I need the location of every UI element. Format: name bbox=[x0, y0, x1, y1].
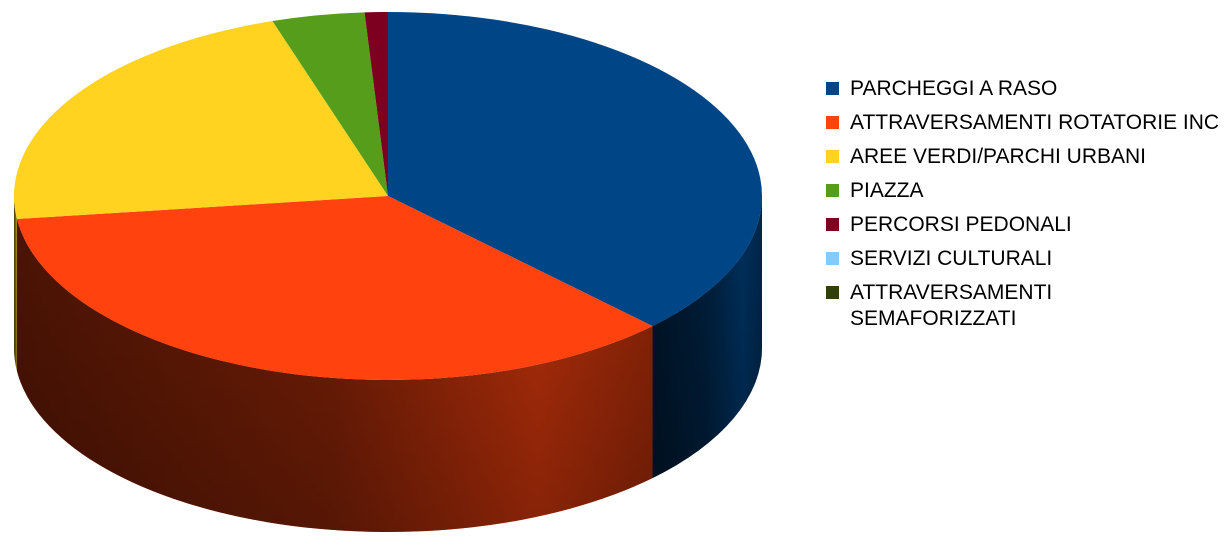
legend-swatch bbox=[826, 286, 839, 299]
pie-slice-attraversamenti-rotatorie-inc bbox=[16, 196, 653, 381]
pie-slice-parcheggi-a-raso bbox=[388, 12, 763, 327]
pie-side-attraversamenti-rotatorie-inc bbox=[16, 219, 653, 533]
legend-label: AREE VERDI/PARCHI URBANI bbox=[850, 145, 1146, 168]
pie-chart bbox=[14, 11, 763, 533]
legend-item: PERCORSI PEDONALI bbox=[826, 212, 1222, 238]
pie-slice-piazza bbox=[272, 12, 388, 196]
legend-label: SERVIZI CULTURALI bbox=[850, 247, 1053, 270]
legend-label: PIAZZA bbox=[850, 179, 924, 202]
legend-item: AREE VERDI/PARCHI URBANI bbox=[826, 144, 1222, 170]
legend-label: PERCORSI PEDONALI bbox=[850, 213, 1072, 236]
legend-label: ATTRAVERSAMENTI ROTATORIE INC bbox=[850, 111, 1220, 134]
legend: PARCHEGGI A RASO ATTRAVERSAMENTI ROTATORI… bbox=[826, 76, 1222, 340]
pie-side-parcheggi-a-raso bbox=[652, 196, 762, 479]
pie-side-aree-verdi-parchi-urbani bbox=[14, 196, 17, 372]
legend-item: PARCHEGGI A RASO bbox=[826, 76, 1222, 102]
legend-label: ATTRAVERSAMENTI SEMAFORIZZATI bbox=[850, 281, 1053, 330]
legend-item: ATTRAVERSAMENTI ROTATORIE INC bbox=[826, 110, 1222, 136]
legend-swatch bbox=[826, 82, 839, 95]
legend-swatch bbox=[826, 252, 839, 265]
legend-swatch bbox=[826, 184, 839, 197]
legend-item: PIAZZA bbox=[826, 178, 1222, 204]
legend-swatch bbox=[826, 150, 839, 163]
legend-swatch bbox=[826, 116, 839, 129]
legend-label: PARCHEGGI A RASO bbox=[850, 77, 1058, 100]
pie-slice-aree-verdi-parchi-urbani bbox=[14, 21, 389, 220]
legend-item: ATTRAVERSAMENTI SEMAFORIZZATI bbox=[826, 280, 1222, 332]
legend-swatch bbox=[826, 218, 839, 231]
legend-item: SERVIZI CULTURALI bbox=[826, 246, 1222, 272]
pie-slice-percorsi-pedonali bbox=[364, 11, 388, 196]
